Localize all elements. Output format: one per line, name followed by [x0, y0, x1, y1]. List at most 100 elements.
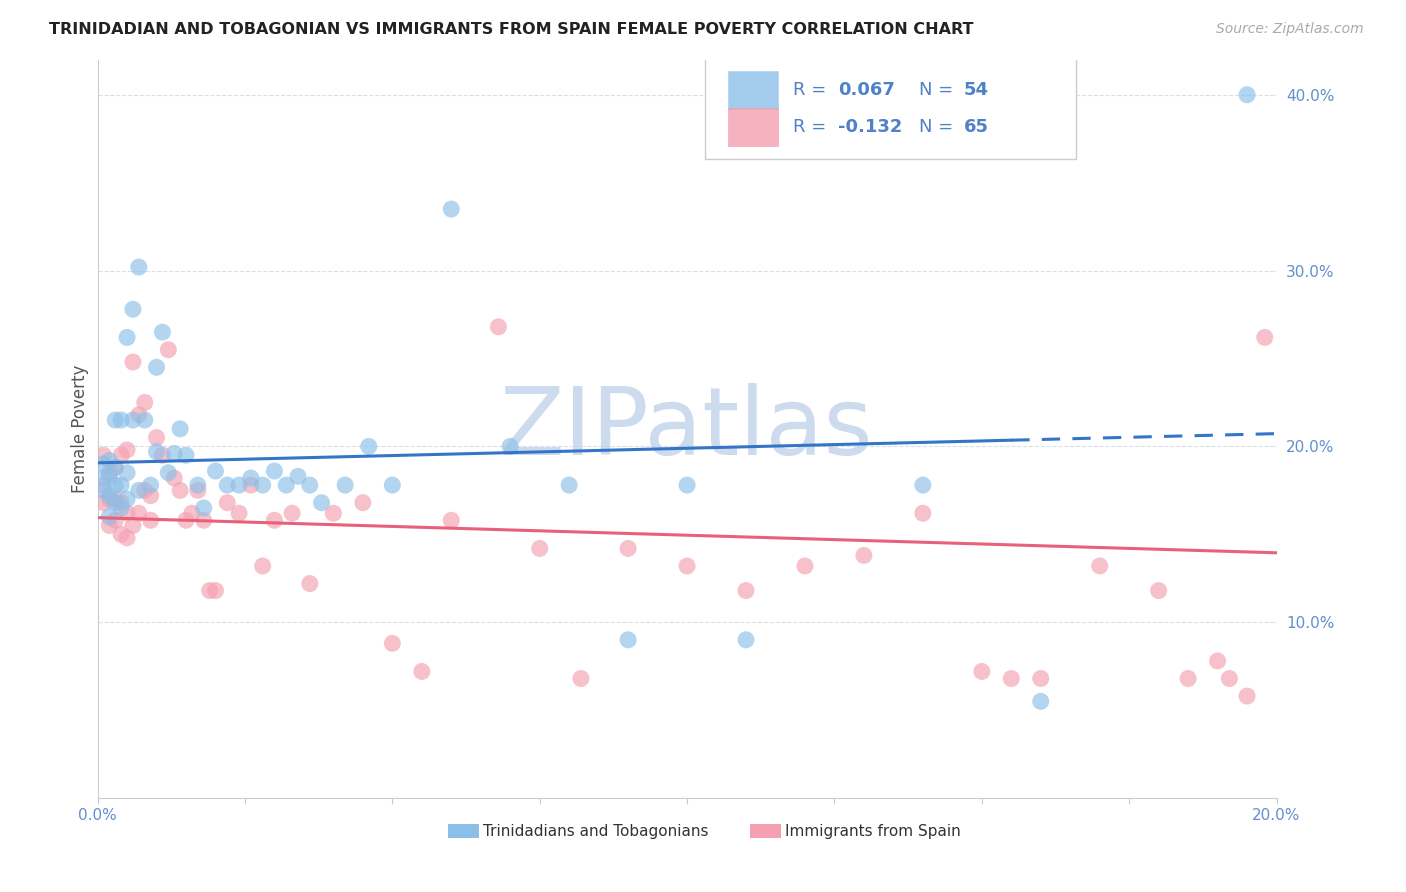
Point: [1029, 694, 1052, 708]
Point: [357, 439, 380, 453]
Point: [180, 506, 202, 520]
FancyBboxPatch shape: [728, 70, 778, 109]
Point: [263, 464, 285, 478]
Text: Trinidadians and Tobagonians: Trinidadians and Tobagonians: [484, 823, 709, 838]
Point: [98, 492, 121, 507]
Point: [163, 446, 186, 460]
Point: [381, 478, 404, 492]
Text: N =: N =: [920, 81, 959, 99]
Point: [287, 469, 309, 483]
Point: [104, 496, 127, 510]
Point: [311, 496, 333, 510]
Point: [1147, 583, 1170, 598]
Point: [128, 506, 150, 520]
Point: [228, 478, 250, 492]
Point: [333, 478, 356, 492]
Point: [529, 541, 551, 556]
FancyBboxPatch shape: [704, 57, 1076, 160]
Point: [104, 478, 127, 492]
Point: [440, 202, 463, 216]
Point: [298, 576, 321, 591]
Point: [98, 466, 121, 480]
Text: 54: 54: [965, 81, 988, 99]
Point: [115, 466, 138, 480]
Point: [187, 478, 209, 492]
Point: [110, 448, 132, 462]
Point: [381, 636, 404, 650]
Point: [115, 442, 138, 457]
Point: [1236, 689, 1258, 703]
Text: -0.132: -0.132: [838, 118, 903, 136]
Point: [187, 483, 209, 498]
Point: [252, 478, 274, 492]
Point: [152, 448, 174, 462]
Text: TRINIDADIAN AND TOBAGONIAN VS IMMIGRANTS FROM SPAIN FEMALE POVERTY CORRELATION C: TRINIDADIAN AND TOBAGONIAN VS IMMIGRANTS…: [49, 22, 974, 37]
Point: [110, 413, 132, 427]
Point: [110, 496, 132, 510]
Point: [145, 444, 167, 458]
Point: [252, 559, 274, 574]
Point: [239, 471, 262, 485]
Point: [93, 478, 115, 492]
Text: 65: 65: [965, 118, 988, 136]
Point: [1029, 672, 1052, 686]
Point: [98, 509, 121, 524]
Point: [93, 483, 115, 498]
Point: [122, 413, 145, 427]
Point: [104, 413, 127, 427]
Y-axis label: Female Poverty: Female Poverty: [72, 365, 89, 493]
Point: [1088, 559, 1111, 574]
Point: [239, 478, 262, 492]
Point: [169, 483, 191, 498]
Point: [411, 665, 433, 679]
Point: [970, 665, 993, 679]
Point: [122, 302, 145, 317]
Point: [128, 408, 150, 422]
Point: [128, 483, 150, 498]
Point: [217, 496, 239, 510]
Point: [104, 460, 127, 475]
Point: [352, 496, 374, 510]
Point: [617, 632, 640, 647]
Point: [93, 448, 115, 462]
Point: [735, 583, 758, 598]
Point: [145, 360, 167, 375]
Point: [163, 471, 186, 485]
Text: N =: N =: [920, 118, 959, 136]
Point: [115, 506, 138, 520]
Point: [676, 478, 699, 492]
Point: [322, 506, 344, 520]
Point: [110, 500, 132, 515]
Point: [1000, 672, 1022, 686]
Point: [115, 492, 138, 507]
Point: [440, 513, 463, 527]
Point: [852, 549, 875, 563]
Point: [93, 471, 115, 485]
Point: [263, 513, 285, 527]
Point: [911, 478, 934, 492]
Text: 0.067: 0.067: [838, 81, 894, 99]
Text: R =: R =: [793, 118, 832, 136]
Point: [169, 422, 191, 436]
Point: [569, 672, 592, 686]
Point: [157, 466, 180, 480]
Point: [193, 513, 215, 527]
Point: [98, 453, 121, 467]
Point: [174, 513, 197, 527]
Point: [98, 469, 121, 483]
Point: [558, 478, 581, 492]
Point: [139, 478, 162, 492]
Point: [122, 518, 145, 533]
Point: [115, 531, 138, 545]
Point: [617, 541, 640, 556]
Point: [228, 506, 250, 520]
Point: [735, 632, 758, 647]
Point: [145, 431, 167, 445]
Point: [122, 355, 145, 369]
Point: [93, 457, 115, 471]
Point: [104, 460, 127, 475]
Text: Immigrants from Spain: Immigrants from Spain: [786, 823, 962, 838]
FancyBboxPatch shape: [728, 108, 778, 146]
Text: Source: ZipAtlas.com: Source: ZipAtlas.com: [1216, 22, 1364, 37]
Point: [298, 478, 321, 492]
